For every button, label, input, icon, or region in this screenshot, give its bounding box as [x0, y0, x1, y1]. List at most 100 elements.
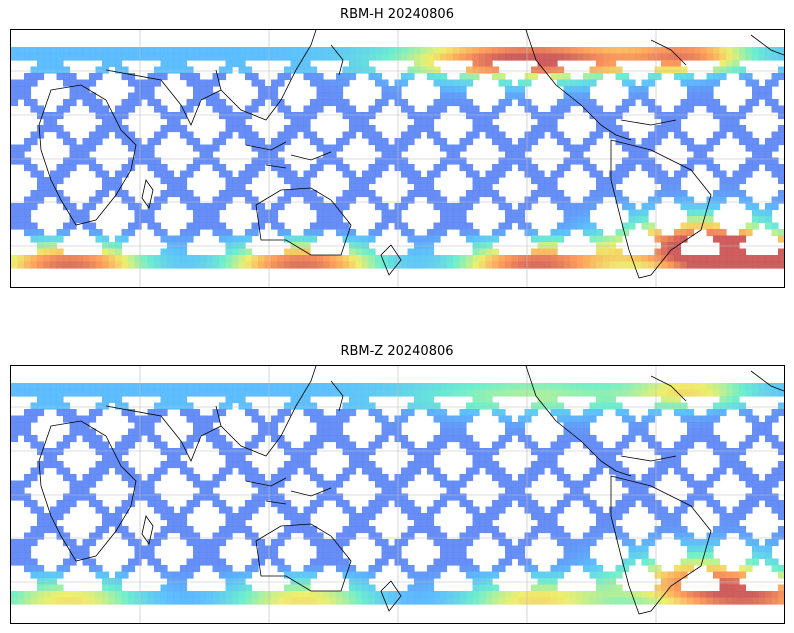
swath-cell: [401, 73, 409, 81]
swath-cell: [765, 164, 773, 172]
swath-cell: [297, 177, 305, 185]
swath-cell: [706, 441, 714, 449]
swath-cell: [518, 164, 526, 172]
swath-cell: [193, 545, 201, 553]
swath-cell: [102, 183, 110, 191]
swath-cell: [654, 441, 662, 449]
swath-cell: [329, 383, 337, 391]
swath-cell: [706, 255, 714, 263]
swath-cell: [420, 235, 428, 243]
swath-cell: [401, 261, 409, 269]
swath-cell: [544, 183, 552, 191]
swath-cell: [30, 532, 38, 540]
swath-cell: [342, 474, 350, 482]
swath-cell: [199, 151, 207, 159]
swath-cell: [771, 131, 779, 139]
swath-cell: [563, 73, 571, 81]
swath-cell: [674, 235, 682, 243]
swath-cell: [24, 222, 32, 230]
swath-cell: [206, 597, 214, 605]
swath-cell: [427, 183, 435, 191]
swath-cell: [680, 170, 688, 178]
swath-cell: [505, 261, 513, 269]
swath-cell: [472, 461, 480, 469]
swath-cell: [30, 415, 38, 423]
swath-cell: [576, 216, 584, 224]
swath-cell: [485, 389, 493, 397]
swath-cell: [654, 164, 662, 172]
swath-cell: [193, 493, 201, 501]
swath-cell: [524, 79, 532, 87]
swath-cell: [576, 493, 584, 501]
swath-cell: [225, 402, 233, 410]
swath-cell: [238, 235, 246, 243]
swath-cell: [440, 73, 448, 81]
swath-cell: [342, 203, 350, 211]
swath-cell: [726, 177, 734, 185]
swath-cell: [82, 435, 90, 443]
swath-cell: [219, 229, 227, 237]
swath-cell: [17, 389, 25, 397]
swath-cell: [440, 86, 448, 94]
swath-cell: [596, 66, 604, 74]
swath-cell: [193, 255, 201, 263]
swath-cell: [199, 480, 207, 488]
swath-cell: [76, 157, 84, 165]
swath-cell: [602, 60, 610, 68]
swath-cell: [186, 558, 194, 566]
swath-cell: [238, 66, 246, 74]
swath-cell: [238, 571, 246, 579]
swath-cell: [414, 53, 422, 61]
swath-cell: [251, 532, 259, 540]
swath-cell: [531, 235, 539, 243]
swath-cell: [173, 578, 181, 586]
swath-cell: [128, 480, 136, 488]
swath-cell: [11, 428, 19, 436]
swath-cell: [654, 532, 662, 540]
swath-cell: [466, 170, 474, 178]
swath-cell: [635, 389, 643, 397]
swath-cell: [739, 474, 747, 482]
swath-cell: [440, 92, 448, 100]
swath-cell: [102, 66, 110, 74]
swath-cell: [134, 151, 142, 159]
swath-cell: [596, 565, 604, 573]
swath-cell: [154, 565, 162, 573]
swath-cell: [641, 422, 649, 430]
swath-cell: [69, 209, 77, 217]
swath-cell: [648, 105, 656, 113]
swath-cell: [310, 402, 318, 410]
swath-cell: [95, 73, 103, 81]
swath-cell: [687, 545, 695, 553]
swath-cell: [160, 105, 168, 113]
swath-cell: [485, 118, 493, 126]
swath-cell: [648, 157, 656, 165]
swath-cell: [362, 125, 370, 133]
swath-cell: [173, 190, 181, 198]
swath-cell: [407, 591, 415, 599]
swath-cell: [284, 196, 292, 204]
swath-cell: [160, 513, 168, 521]
swath-cell: [290, 506, 298, 514]
swath-cell: [472, 196, 480, 204]
swath-cell: [518, 389, 526, 397]
coastline-path: [600, 455, 677, 477]
swath-cell: [303, 584, 311, 592]
swath-cell: [745, 131, 753, 139]
swath-cell: [303, 229, 311, 237]
swath-cell: [219, 591, 227, 599]
swath-cell: [732, 112, 740, 120]
swath-cell: [739, 235, 747, 243]
swath-cell: [459, 255, 467, 263]
swath-cell: [251, 565, 259, 573]
swath-cell: [427, 47, 435, 55]
swath-cell: [290, 402, 298, 410]
swath-cell: [30, 597, 38, 605]
swath-cell: [771, 383, 779, 391]
swath-cell: [661, 248, 669, 256]
swath-cell: [316, 203, 324, 211]
swath-cell: [141, 151, 149, 159]
swath-cell: [336, 422, 344, 430]
swath-cell: [550, 229, 558, 237]
swath-cell: [212, 441, 220, 449]
